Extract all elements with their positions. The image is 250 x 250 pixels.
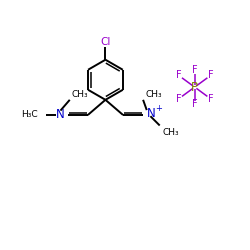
Text: +: + [155, 104, 162, 113]
Text: Cl: Cl [100, 37, 111, 47]
Text: F: F [192, 99, 198, 109]
Text: F: F [176, 70, 182, 81]
Text: CH₃: CH₃ [163, 128, 179, 136]
Text: F: F [208, 70, 213, 81]
Text: F: F [208, 94, 213, 104]
Text: CH₃: CH₃ [72, 90, 88, 99]
Text: F: F [176, 94, 182, 104]
Text: CH₃: CH₃ [146, 90, 162, 99]
Text: P: P [191, 80, 198, 94]
Text: N: N [56, 108, 65, 122]
Text: H₃C: H₃C [21, 110, 38, 120]
Text: F: F [192, 65, 198, 75]
Text: N: N [147, 107, 156, 120]
